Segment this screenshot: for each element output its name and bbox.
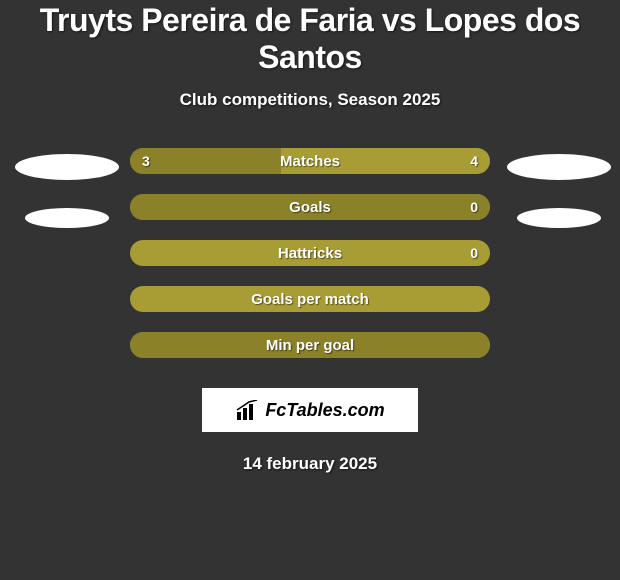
stat-value-right: 0	[470, 194, 478, 220]
stat-label: Hattricks	[130, 240, 490, 266]
page-title: Truyts Pereira de Faria vs Lopes dos San…	[0, 2, 620, 76]
branding-text: FcTables.com	[265, 400, 384, 421]
stat-bar: Goals0	[130, 194, 490, 220]
stat-bar: Hattricks0	[130, 240, 490, 266]
chart-icon	[235, 400, 259, 420]
right-player-col	[494, 148, 612, 228]
bars-column: Matches34Goals0Hattricks0Goals per match…	[126, 148, 494, 358]
stat-label: Min per goal	[130, 332, 490, 358]
branding-box: FcTables.com	[202, 388, 418, 432]
date-label: 14 february 2025	[0, 454, 620, 474]
left-team-badge	[25, 208, 109, 228]
right-team-badge	[517, 208, 601, 228]
stat-label: Goals	[130, 194, 490, 220]
stat-label: Goals per match	[130, 286, 490, 312]
left-player-col	[8, 148, 126, 228]
stat-bar: Min per goal	[130, 332, 490, 358]
stat-value-right: 0	[470, 240, 478, 266]
left-player-avatar	[15, 154, 119, 180]
stat-value-right: 4	[470, 148, 478, 174]
stat-label: Matches	[130, 148, 490, 174]
stat-value-left: 3	[142, 148, 150, 174]
comparison-area: Matches34Goals0Hattricks0Goals per match…	[0, 148, 620, 358]
subtitle: Club competitions, Season 2025	[0, 90, 620, 110]
right-player-avatar	[507, 154, 611, 180]
stat-bar: Matches3 4	[130, 148, 490, 174]
stat-bar: Goals per match	[130, 286, 490, 312]
